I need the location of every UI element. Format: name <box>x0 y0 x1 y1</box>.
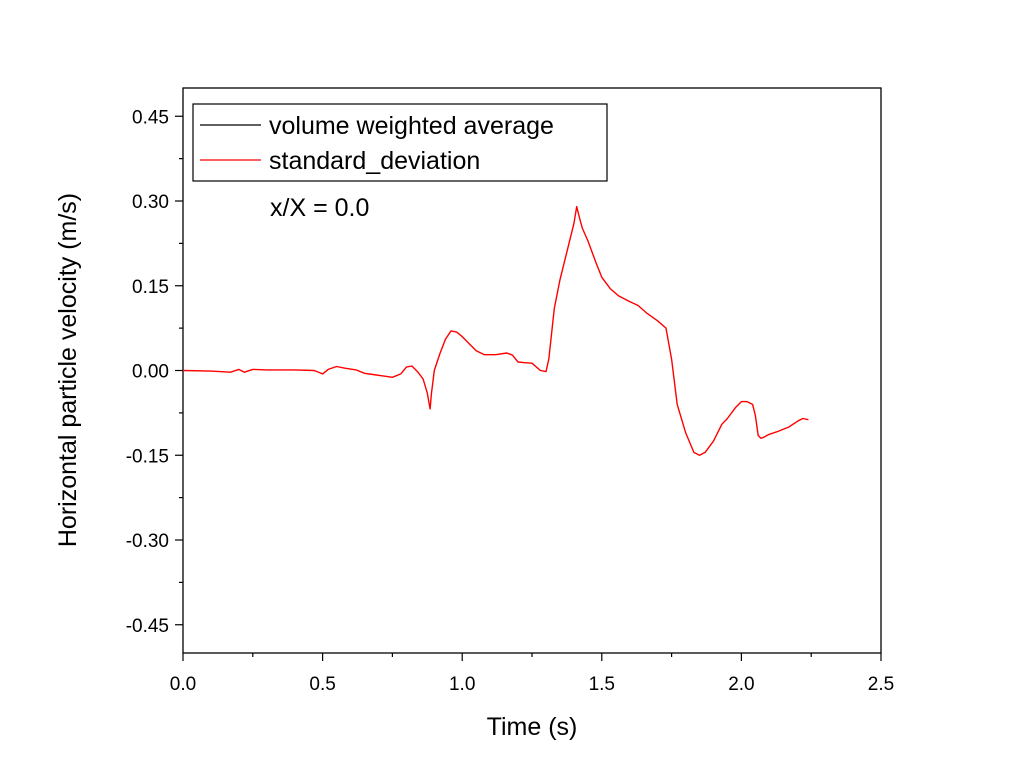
position-annotation: x/X = 0.0 <box>270 194 369 222</box>
legend-box <box>192 103 608 182</box>
x-tick-label: 0.5 <box>309 674 335 695</box>
y-axis-ticks: 0.45 0.30 0.15 0.00 -0.15 -0.30 -0.45 <box>126 107 183 637</box>
legend-label-volume-weighted-average: volume weighted average <box>269 112 554 140</box>
series-layer <box>183 205 809 456</box>
x-tick-label: 0.0 <box>170 674 196 695</box>
x-axis-title: Time (s) <box>487 713 578 741</box>
y-tick-label: 0.15 <box>132 277 169 298</box>
y-tick-label: 0.45 <box>132 107 169 128</box>
x-tick-label: 2.5 <box>868 674 894 695</box>
y-tick-label: -0.15 <box>126 446 169 467</box>
legend-label-standard-deviation: standard_deviation <box>269 147 480 175</box>
legend: volume weighted average standard_deviati… <box>192 103 608 182</box>
x-tick-label: 1.0 <box>449 674 475 695</box>
y-tick-label: 0.00 <box>132 362 169 383</box>
y-tick-label: -0.45 <box>126 616 169 637</box>
x-tick-label: 2.0 <box>728 674 754 695</box>
x-tick-label: 1.5 <box>589 674 615 695</box>
y-tick-label: 0.30 <box>132 192 169 213</box>
series-line-standard-deviation <box>183 205 809 456</box>
x-axis-ticks: 0.0 0.5 1.0 1.5 2.0 2.5 <box>170 653 894 695</box>
y-axis-title: Horizontal particle velocity (m/s) <box>54 193 82 547</box>
y-tick-label: -0.30 <box>126 531 169 552</box>
